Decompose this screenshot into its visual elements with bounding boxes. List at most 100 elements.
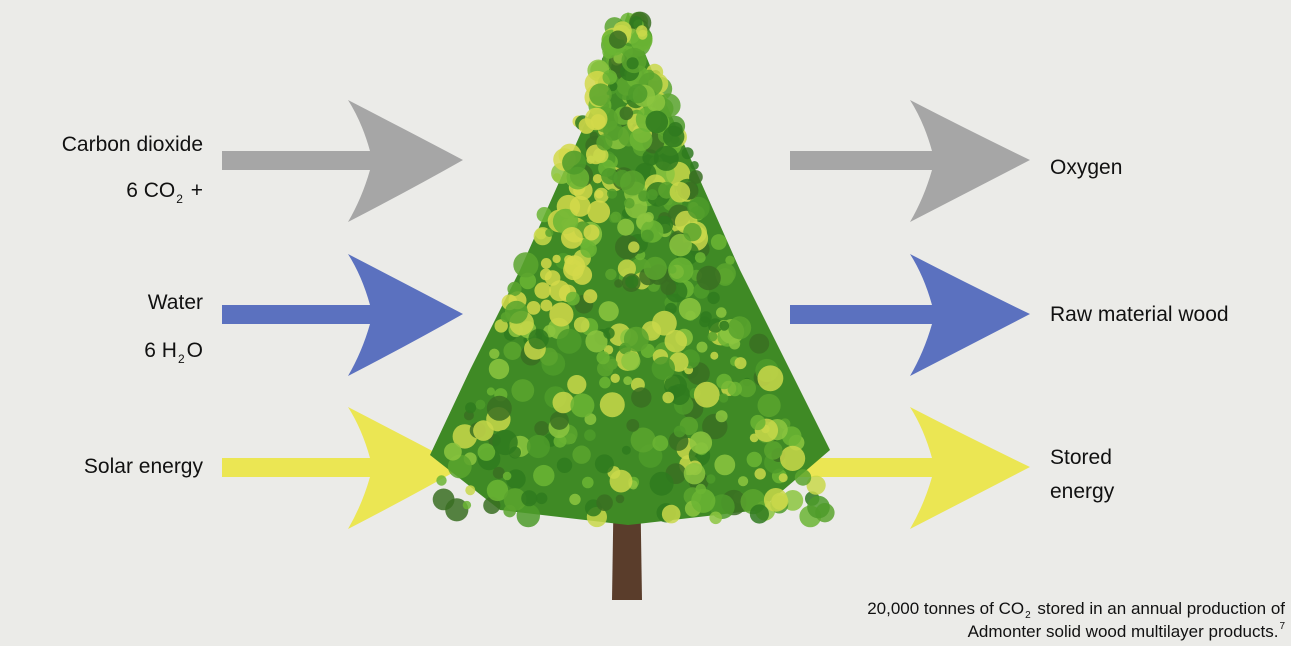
leaf: [679, 298, 701, 320]
leaf: [650, 472, 674, 496]
leaf: [465, 402, 476, 413]
leaf: [505, 301, 528, 324]
leaf: [509, 447, 521, 459]
leaf: [597, 351, 610, 364]
leaf: [674, 426, 686, 438]
leaf: [528, 329, 548, 349]
leaf: [662, 505, 681, 524]
leaf: [764, 488, 788, 512]
output-label: Raw material wood: [1050, 302, 1229, 328]
leaf: [690, 161, 699, 170]
leaf: [595, 454, 614, 473]
formula: 6 H2O: [144, 338, 203, 366]
leaf: [689, 170, 703, 184]
leaf: [511, 379, 534, 402]
leaf: [489, 349, 499, 359]
leaf: [478, 443, 496, 461]
leaf: [580, 241, 597, 258]
subscript: 2: [178, 352, 185, 366]
leaf: [561, 227, 583, 249]
leaf: [617, 219, 634, 236]
leaf: [661, 279, 677, 295]
leaf: [668, 122, 683, 137]
leaf: [700, 311, 712, 323]
leaf: [716, 410, 728, 422]
leaf: [624, 327, 649, 352]
subscript: 2: [1025, 610, 1031, 621]
leaf: [503, 342, 521, 360]
leaf: [625, 275, 638, 288]
leaf: [549, 302, 573, 326]
leaf: [564, 255, 573, 264]
leaf: [624, 198, 635, 209]
leaf: [507, 282, 521, 296]
footnote-text: stored in an annual production of: [1033, 599, 1285, 618]
leaf: [587, 156, 595, 164]
arrow-co2: [222, 100, 463, 222]
arrow-wood: [790, 254, 1030, 376]
input-label: Water: [148, 290, 203, 316]
leaf: [570, 196, 591, 217]
leaf: [654, 146, 679, 171]
leaf: [694, 382, 720, 408]
leaf: [708, 332, 718, 342]
leaf: [541, 258, 552, 269]
page: { "inputs": [ {"label": "Carbon dioxide"…: [0, 0, 1291, 642]
leaf: [545, 270, 561, 286]
leaf: [682, 147, 694, 159]
leaf: [527, 301, 541, 315]
output-arrows: [790, 100, 1030, 529]
leaf: [552, 255, 560, 263]
leaf: [750, 504, 769, 523]
leaf: [662, 392, 674, 404]
leaf: [714, 455, 735, 476]
output-label: energy: [1050, 479, 1114, 505]
leaf: [614, 279, 623, 288]
leaf: [489, 359, 509, 379]
leaf: [569, 494, 580, 505]
output-label: Oxygen: [1050, 155, 1122, 181]
footnote: 20,000 tonnes of CO2 stored in an annual…: [867, 598, 1285, 623]
leaf: [764, 441, 783, 460]
leaf: [626, 419, 639, 432]
leaf: [605, 269, 616, 280]
leaf: [487, 396, 512, 421]
leaf: [644, 212, 654, 222]
leaf: [807, 496, 830, 519]
leaf: [444, 443, 462, 461]
leaf: [706, 474, 715, 483]
leaf: [795, 469, 811, 485]
leaf: [627, 57, 639, 69]
leaf: [683, 223, 701, 241]
leaf: [463, 501, 471, 509]
leaf: [641, 230, 654, 243]
leaf: [758, 394, 781, 417]
leaf: [487, 387, 495, 395]
leaf: [503, 472, 512, 481]
leaf: [557, 458, 572, 473]
formula: 6 CO2 +: [126, 178, 203, 206]
leaf: [566, 292, 580, 306]
leaf: [572, 265, 592, 285]
leaf: [607, 189, 617, 199]
leaf: [574, 317, 590, 333]
leaf: [623, 376, 632, 385]
leaf: [652, 357, 675, 380]
leaf: [465, 485, 475, 495]
input-label: Carbon dioxide: [62, 132, 203, 158]
leaf: [695, 252, 706, 263]
leaf: [609, 30, 627, 48]
leaf: [595, 190, 604, 199]
leaf: [749, 334, 769, 354]
leaf: [616, 495, 625, 504]
subscript: 2: [176, 192, 183, 206]
leaf: [719, 321, 729, 331]
leaf: [690, 431, 713, 454]
leaf: [779, 473, 788, 482]
leaf: [584, 429, 596, 441]
leaf: [572, 446, 590, 464]
leaf: [436, 475, 446, 485]
leaf: [582, 477, 594, 489]
leaf: [527, 435, 550, 458]
leaf: [541, 300, 553, 312]
